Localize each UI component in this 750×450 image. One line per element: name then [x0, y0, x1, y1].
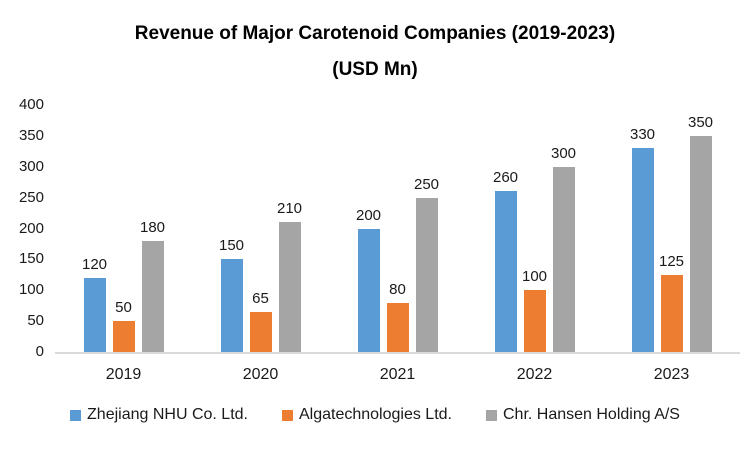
- bar-column: 125: [658, 105, 685, 352]
- bar: [660, 274, 683, 352]
- bar: [494, 191, 517, 352]
- bar-value-label: 120: [81, 255, 108, 273]
- chart-title-line1: Revenue of Major Carotenoid Companies (2…: [134, 23, 616, 44]
- bar-value-label: 300: [550, 144, 577, 162]
- bar-column: 260: [492, 105, 519, 352]
- y-tick-label: 400: [18, 96, 44, 113]
- bar-value-label: 200: [355, 206, 382, 224]
- bar-column: 250: [413, 105, 440, 352]
- bar: [357, 228, 380, 352]
- y-tick-label: 350: [18, 126, 44, 144]
- plot-area: 120 50 180 150 65 210 200 80 250 260 100 300 330 125 3…: [55, 105, 740, 354]
- legend-item: Chr. Hansen Holding A/S: [485, 406, 680, 424]
- bar-value-label: 65: [252, 289, 269, 307]
- y-tick-label: 100: [18, 281, 44, 299]
- y-axis: 0 50 100 150 200 250 300 350 400: [0, 96, 44, 360]
- x-axis-label: 2022: [516, 366, 553, 383]
- bar-group-2023: 330 125 350: [603, 105, 740, 352]
- bar-column: 65: [249, 105, 272, 352]
- y-tick-label: 0: [35, 343, 44, 360]
- bar: [249, 311, 272, 352]
- bar: [141, 240, 164, 352]
- x-axis-label: 2023: [653, 366, 690, 383]
- bar-column: 210: [276, 105, 303, 352]
- bar-column: 180: [139, 105, 166, 352]
- bar-value-label: 260: [492, 169, 519, 187]
- y-tick-label: 50: [27, 312, 44, 330]
- bar-group-2019: 120 50 180: [55, 105, 192, 352]
- bar: [278, 222, 301, 352]
- legend-label: Chr. Hansen Holding A/S: [502, 406, 680, 423]
- bar-value-label: 330: [629, 126, 656, 144]
- bar-group-2021: 200 80 250: [329, 105, 466, 352]
- legend-marker-icon: [281, 409, 293, 421]
- bar: [83, 277, 106, 352]
- legend-item: Zhejiang NHU Co. Ltd.: [70, 406, 248, 424]
- chart-title-line2: (USD Mn): [332, 59, 418, 80]
- bar-value-label: 250: [413, 175, 440, 193]
- bar-value-label: 100: [521, 268, 548, 286]
- bar-value-label: 50: [115, 299, 132, 317]
- bar-column: 350: [687, 105, 714, 352]
- x-axis: 2019 2020 2021 2022 2023: [55, 366, 740, 384]
- bar-column: 100: [521, 105, 548, 352]
- bar: [631, 148, 654, 352]
- bar: [415, 197, 438, 352]
- bar-column: 150: [218, 105, 245, 352]
- bar-column: 300: [550, 105, 577, 352]
- legend-marker-icon: [485, 409, 497, 421]
- y-tick-label: 200: [18, 219, 44, 237]
- x-axis-label: 2020: [242, 366, 279, 383]
- bar-column: 120: [81, 105, 108, 352]
- bar-value-label: 180: [139, 218, 166, 236]
- bar-column: 330: [629, 105, 656, 352]
- legend-item: Algatechnologies Ltd.: [281, 406, 452, 424]
- bar-group-2020: 150 65 210: [192, 105, 329, 352]
- bar-value-label: 125: [658, 252, 685, 270]
- bar: [689, 135, 712, 352]
- y-tick-label: 300: [18, 157, 44, 175]
- bar-value-label: 150: [218, 237, 245, 255]
- bar-value-label: 80: [389, 280, 406, 298]
- x-axis-label: 2019: [105, 366, 142, 383]
- bar-value-label: 350: [687, 113, 714, 131]
- bar-group-2022: 260 100 300: [466, 105, 603, 352]
- x-axis-label: 2021: [379, 366, 416, 383]
- bar: [523, 290, 546, 352]
- bar: [112, 321, 135, 352]
- bar-column: 50: [112, 105, 135, 352]
- chart-title: Revenue of Major Carotenoid Companies (2…: [0, 16, 750, 88]
- bar: [220, 259, 243, 352]
- y-tick-label: 150: [18, 250, 44, 268]
- y-tick-label: 250: [18, 188, 44, 206]
- bar-column: 200: [355, 105, 382, 352]
- legend-label: Algatechnologies Ltd.: [298, 406, 452, 423]
- bar-column: 80: [386, 105, 409, 352]
- legend-label: Zhejiang NHU Co. Ltd.: [87, 406, 248, 423]
- bar: [552, 166, 575, 352]
- legend-marker-icon: [70, 409, 82, 421]
- bar-value-label: 210: [276, 200, 303, 218]
- bar: [386, 302, 409, 352]
- legend: Zhejiang NHU Co. Ltd. Algatechnologies Lt…: [0, 406, 750, 424]
